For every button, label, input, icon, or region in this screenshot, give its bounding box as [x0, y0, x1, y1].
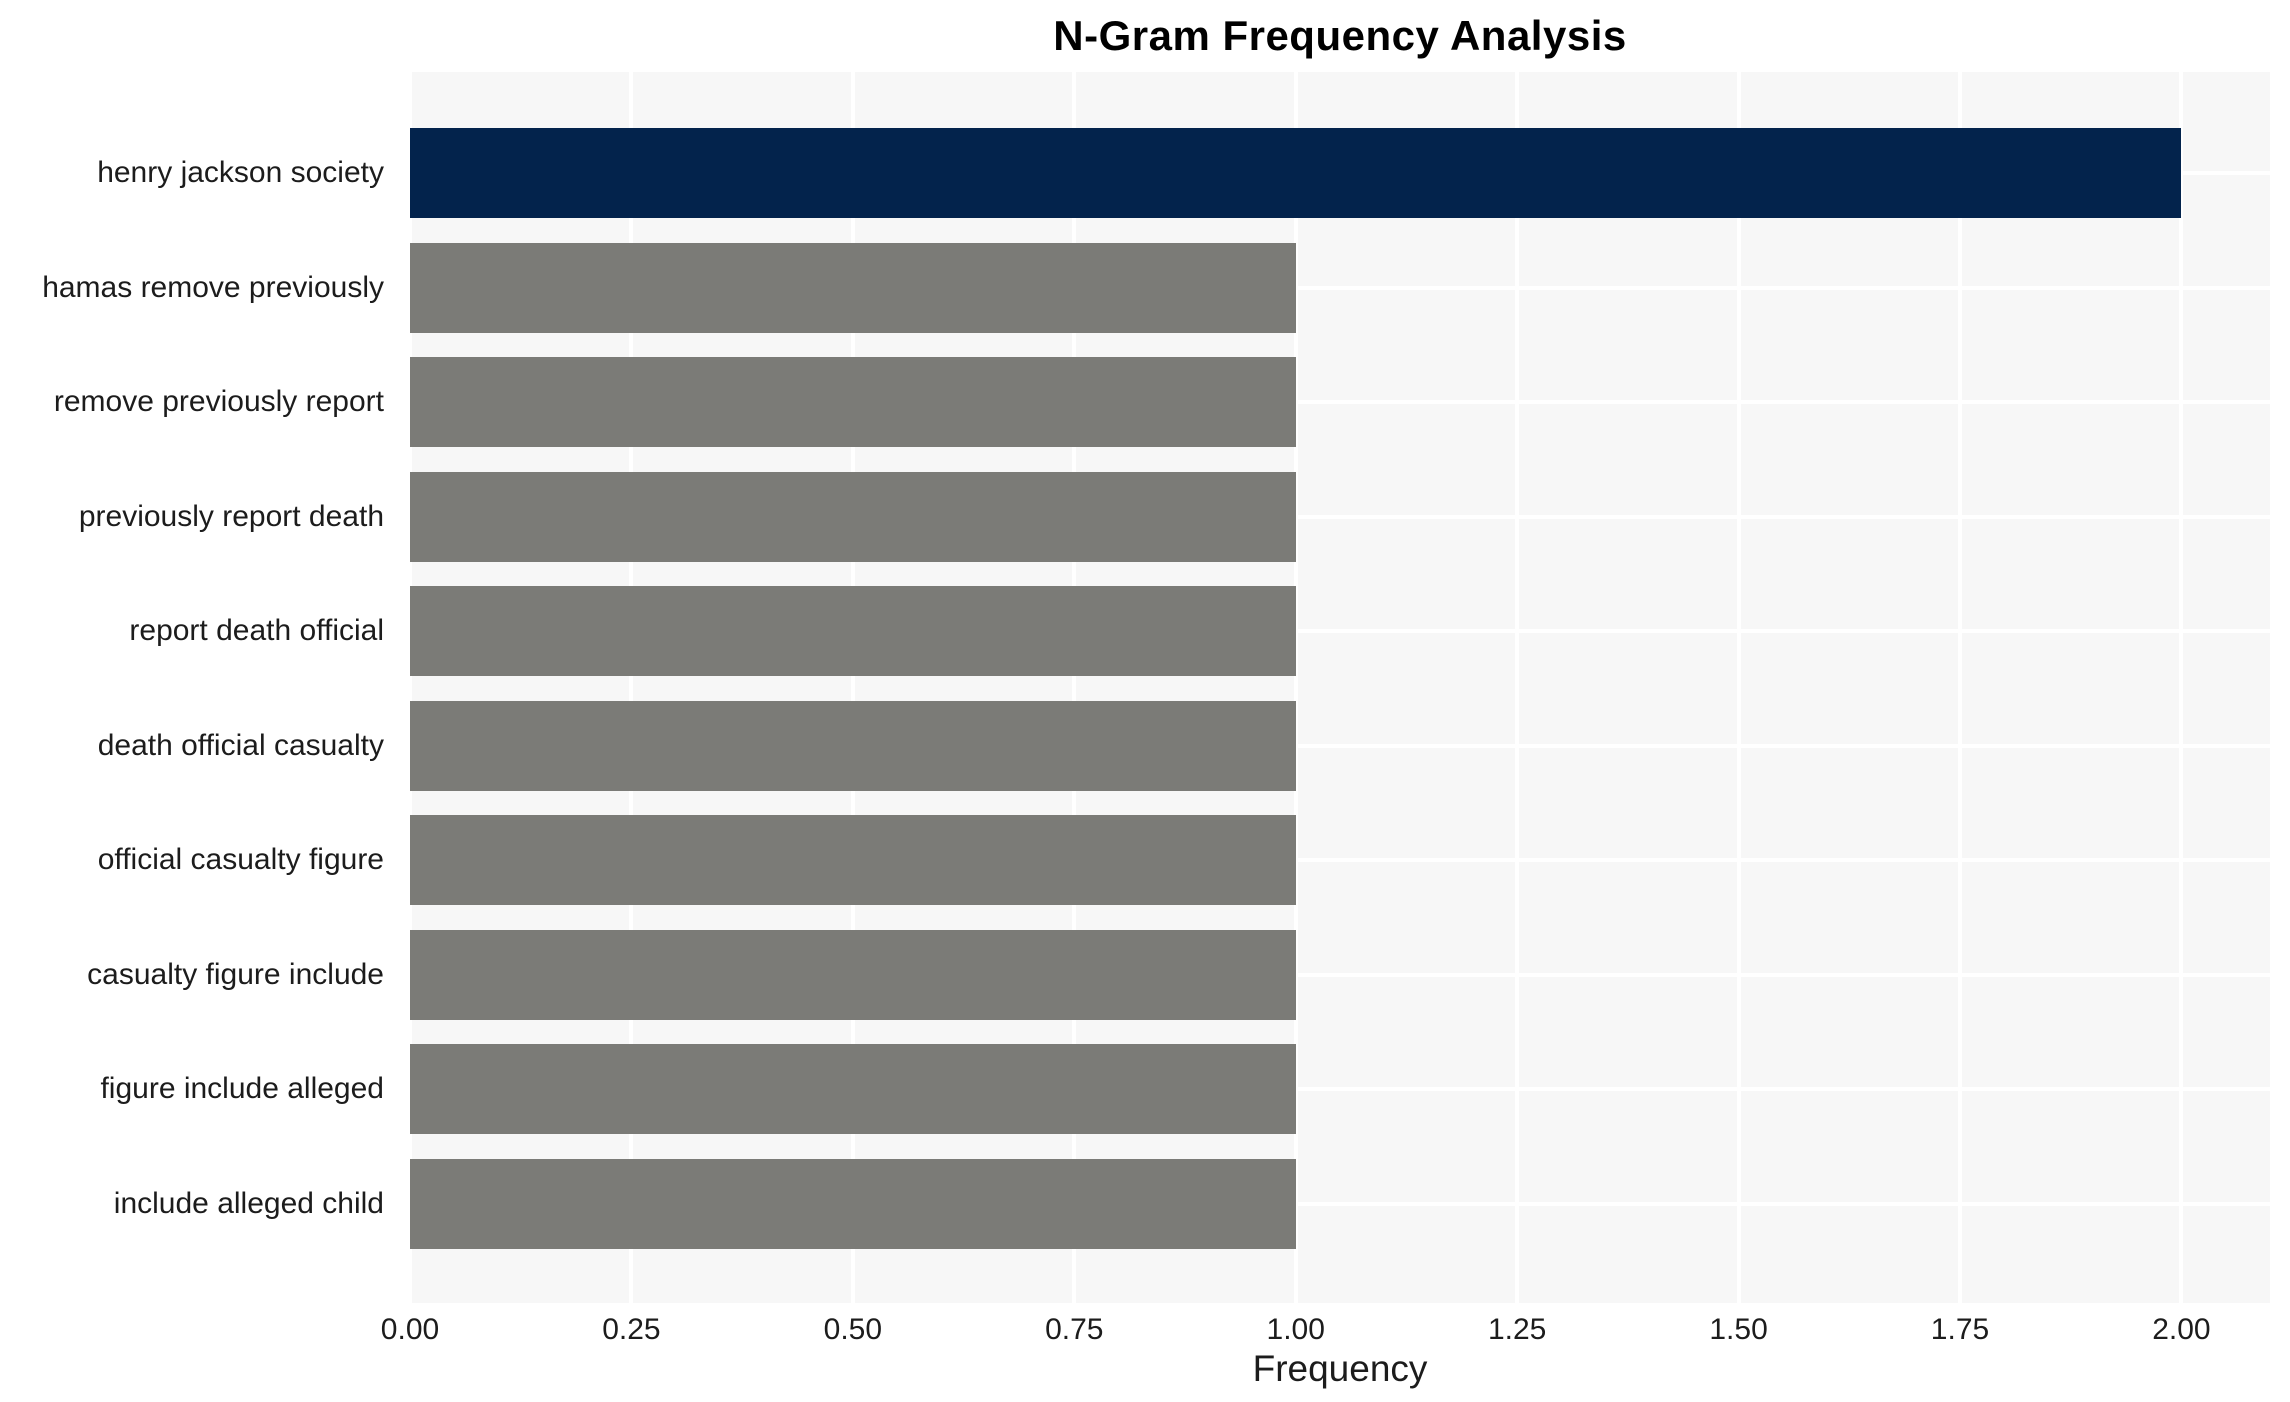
x-tick-label: 1.00: [1266, 1313, 1325, 1346]
vertical-gridline: [1293, 72, 1298, 1303]
y-axis-labels: henry jackson society hamas remove previo…: [0, 0, 398, 1402]
bar-figure-include-alleged: [410, 1044, 1296, 1134]
horizontal-gridline: [410, 629, 2270, 633]
bar-hamas-remove-previously: [410, 242, 1296, 333]
bar-death-official-casualty: [410, 700, 1296, 791]
horizontal-gridline: [410, 858, 2270, 862]
bar-previously-report-death: [410, 471, 1296, 562]
vertical-gridline: [850, 72, 855, 1303]
y-tick-label: casualty figure include: [87, 957, 384, 991]
bar-henry-jackson-society: [410, 128, 2182, 218]
bar-official-casualty-figure: [410, 815, 1296, 905]
y-tick-label: death official casualty: [97, 728, 384, 762]
vertical-gridline: [629, 72, 634, 1303]
y-tick-label: previously report death: [78, 499, 384, 533]
vertical-gridline: [410, 72, 412, 1303]
horizontal-gridline: [410, 1087, 2270, 1091]
y-tick-label: hamas remove previously: [42, 270, 384, 304]
bar-remove-previously-report: [410, 357, 1296, 447]
vertical-gridline: [1515, 72, 1520, 1303]
bar-casualty-figure-include: [410, 929, 1296, 1020]
x-tick-label: 1.75: [1930, 1313, 1990, 1346]
horizontal-gridline: [410, 514, 2270, 519]
y-tick-label: report death official: [129, 614, 384, 647]
x-tick-label: 1.50: [1709, 1313, 1768, 1346]
horizontal-gridline: [410, 400, 2270, 404]
horizontal-gridline: [410, 743, 2270, 748]
horizontal-gridline: [410, 972, 2270, 977]
x-axis-title: Frequency: [1252, 1348, 1428, 1389]
x-tick-label: 0.50: [823, 1313, 883, 1346]
y-tick-label: figure include alleged: [100, 1072, 384, 1105]
plot-area: [410, 72, 2270, 1303]
chart-title: N-Gram Frequency Analysis: [1053, 12, 1627, 59]
x-tick-label: 2.00: [2152, 1313, 2211, 1346]
bar-include-alleged-child: [410, 1158, 1296, 1249]
bar-report-death-official: [410, 586, 1296, 676]
vertical-gridline: [1072, 72, 1077, 1303]
y-tick-label: henry jackson society: [97, 156, 384, 189]
vertical-gridline: [2179, 72, 2184, 1303]
y-tick-label: official casualty figure: [97, 843, 384, 876]
x-tick-label: 0.25: [602, 1313, 661, 1346]
horizontal-gridline: [410, 285, 2270, 290]
x-tick-label: 0.75: [1045, 1313, 1104, 1346]
vertical-gridline: [1736, 72, 1741, 1303]
x-tick-label: 1.25: [1487, 1313, 1547, 1346]
y-tick-label: include alleged child: [113, 1186, 384, 1220]
vertical-gridline: [1958, 72, 1962, 1303]
horizontal-gridline: [410, 1201, 2270, 1206]
y-tick-label: remove previously report: [53, 385, 384, 418]
